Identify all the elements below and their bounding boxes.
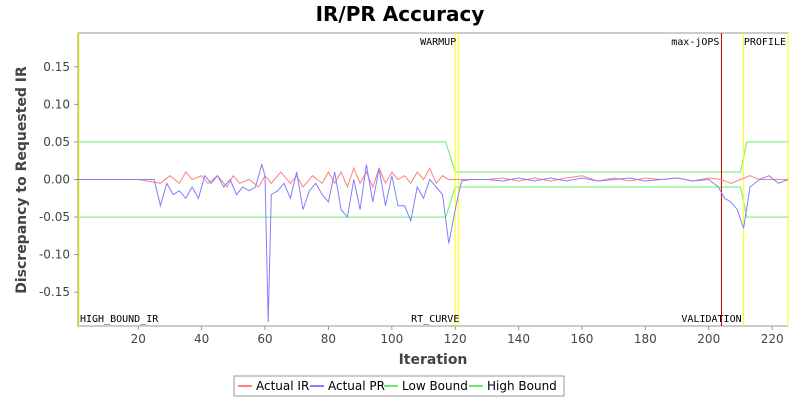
x-tick-label: 140 [507,332,530,346]
x-tick-label: 200 [697,332,720,346]
y-axis-label: Discrepancy to Requested IR [14,66,30,294]
marker-label: VALIDATION [681,314,741,325]
y-tick-label: 0.15 [43,60,70,74]
y-tick-label: 0.05 [43,135,70,149]
x-tick-label: 40 [194,332,209,346]
chart-title: IR/PR Accuracy [316,2,485,26]
y-tick-label: -0.10 [39,248,70,262]
marker-label: PROFILE [744,37,786,48]
legend-box [233,375,565,397]
marker-label: WARMUP [420,37,456,48]
marker-label: HIGH_BOUND_IR [80,314,159,325]
legend-item-label: High Bound [487,379,557,393]
y-tick-label: 0.10 [43,97,70,111]
legend-item-label: Actual PR [328,379,385,393]
legend: Actual IR Actual PR Low Bound High Bound [233,375,565,397]
x-tick-label: 20 [131,332,146,346]
plot-area [77,32,789,327]
x-axis: 20 40 60 80 100 120 140 160 180 200 220 [131,326,784,346]
x-tick-label: 60 [257,332,272,346]
legend-item-label: Actual IR [256,379,309,393]
x-tick-label: 100 [380,332,403,346]
x-tick-label: 180 [634,332,657,346]
x-tick-label: 120 [444,332,467,346]
x-axis-label: Iteration [399,352,468,368]
series-layer [78,162,789,323]
y-axis: -0.15 -0.10 -0.05 0.00 0.05 0.10 0.15 [39,60,78,299]
y-tick-label: -0.15 [39,285,70,299]
y-tick-label: 0.00 [43,173,70,187]
series-line-actual-pr [78,162,789,323]
y-tick-label: -0.05 [39,210,70,224]
marker-label: RT_CURVE [411,314,459,325]
x-tick-label: 80 [321,332,336,346]
x-tick-label: 160 [571,332,594,346]
legend-item-label: Low Bound [402,379,468,393]
x-tick-label: 220 [761,332,784,346]
marker-label: max-jOPS [671,37,719,48]
